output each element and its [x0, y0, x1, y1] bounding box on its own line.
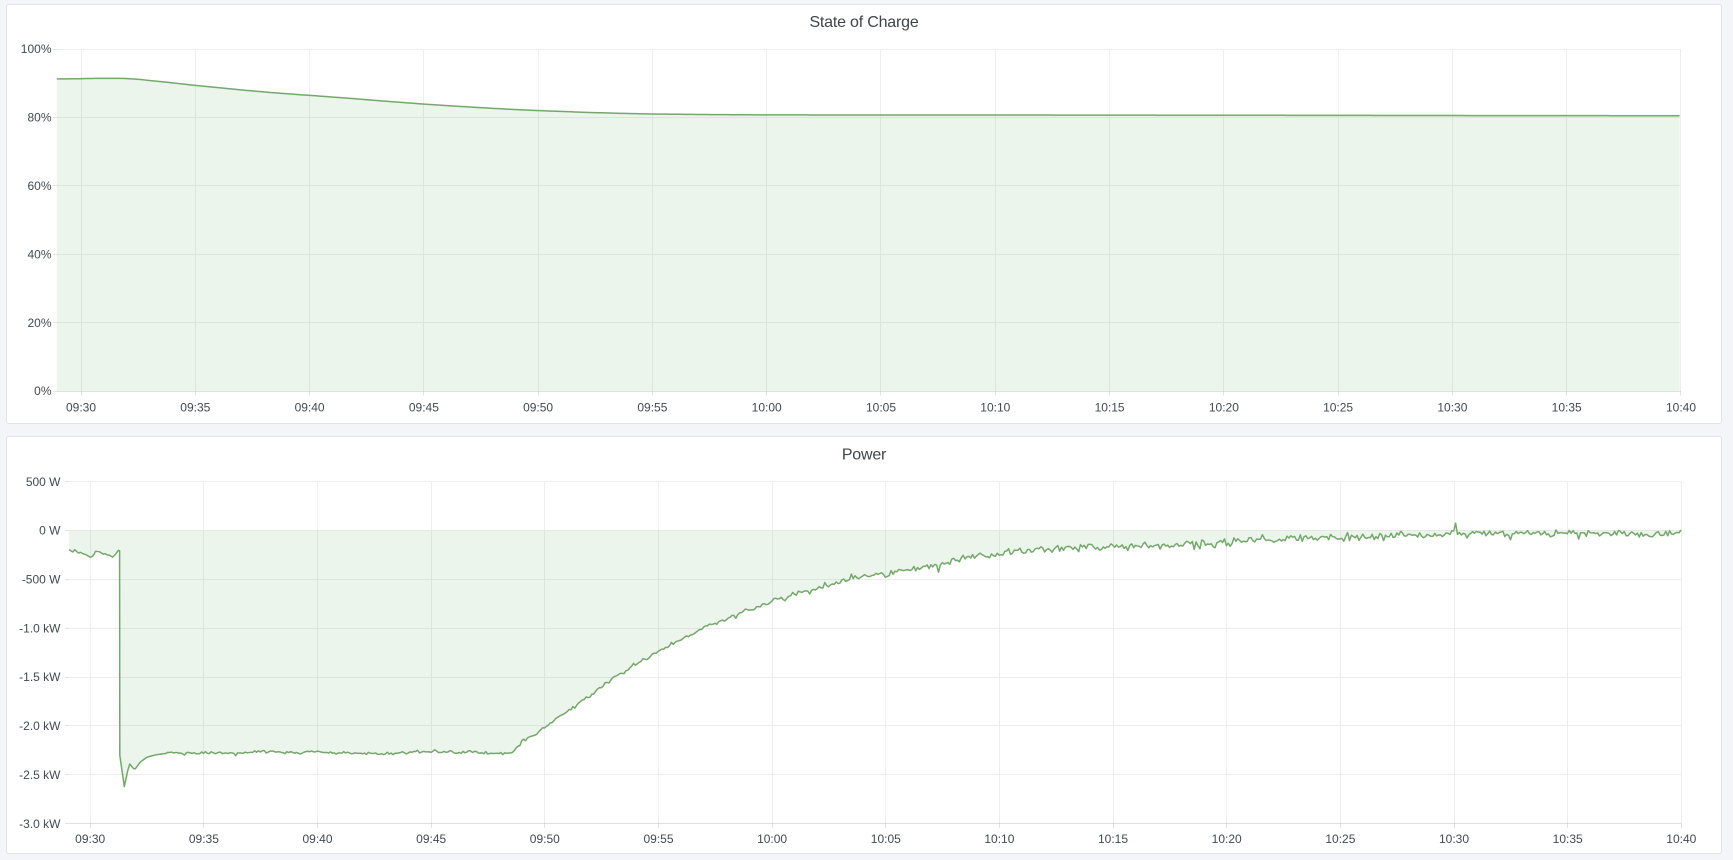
svg-text:09:55: 09:55 — [637, 401, 667, 415]
svg-text:10:10: 10:10 — [984, 832, 1014, 846]
svg-text:10:00: 10:00 — [752, 401, 782, 415]
svg-text:09:55: 09:55 — [643, 832, 673, 846]
svg-text:10:05: 10:05 — [871, 832, 901, 846]
svg-text:09:30: 09:30 — [66, 401, 96, 415]
svg-text:0 W: 0 W — [39, 524, 61, 538]
svg-text:09:40: 09:40 — [302, 832, 332, 846]
svg-text:Power: Power — [842, 447, 887, 464]
svg-text:09:50: 09:50 — [530, 832, 560, 846]
svg-text:-2.5 kW: -2.5 kW — [19, 768, 61, 782]
svg-text:20%: 20% — [27, 316, 51, 330]
svg-text:10:15: 10:15 — [1095, 401, 1125, 415]
svg-text:10:35: 10:35 — [1552, 401, 1582, 415]
svg-text:09:40: 09:40 — [295, 401, 325, 415]
svg-text:-1.0 kW: -1.0 kW — [19, 621, 61, 635]
svg-text:09:35: 09:35 — [180, 401, 210, 415]
svg-text:10:20: 10:20 — [1212, 832, 1242, 846]
svg-text:09:50: 09:50 — [523, 401, 553, 415]
svg-text:10:25: 10:25 — [1323, 401, 1353, 415]
svg-text:09:45: 09:45 — [416, 832, 446, 846]
svg-text:-1.5 kW: -1.5 kW — [19, 670, 61, 684]
svg-text:60%: 60% — [27, 179, 51, 193]
svg-text:10:40: 10:40 — [1666, 401, 1696, 415]
svg-text:-2.0 kW: -2.0 kW — [19, 719, 61, 733]
svg-text:10:25: 10:25 — [1325, 832, 1355, 846]
svg-text:10:20: 10:20 — [1209, 401, 1239, 415]
svg-text:10:10: 10:10 — [980, 401, 1010, 415]
svg-text:80%: 80% — [27, 111, 51, 125]
svg-text:10:30: 10:30 — [1439, 832, 1469, 846]
svg-text:10:00: 10:00 — [757, 832, 787, 846]
svg-text:-3.0 kW: -3.0 kW — [19, 817, 61, 831]
svg-text:100%: 100% — [21, 42, 52, 56]
svg-text:40%: 40% — [27, 247, 51, 261]
svg-text:09:45: 09:45 — [409, 401, 439, 415]
svg-text:10:05: 10:05 — [866, 401, 896, 415]
svg-text:10:30: 10:30 — [1437, 401, 1467, 415]
svg-text:10:35: 10:35 — [1553, 832, 1583, 846]
svg-text:State of Charge: State of Charge — [809, 14, 918, 31]
svg-text:09:30: 09:30 — [75, 832, 105, 846]
svg-text:10:15: 10:15 — [1098, 832, 1128, 846]
svg-text:0%: 0% — [34, 384, 52, 398]
svg-text:09:35: 09:35 — [189, 832, 219, 846]
svg-text:-500 W: -500 W — [22, 573, 61, 587]
svg-text:10:40: 10:40 — [1666, 832, 1696, 846]
svg-text:500 W: 500 W — [26, 475, 61, 489]
